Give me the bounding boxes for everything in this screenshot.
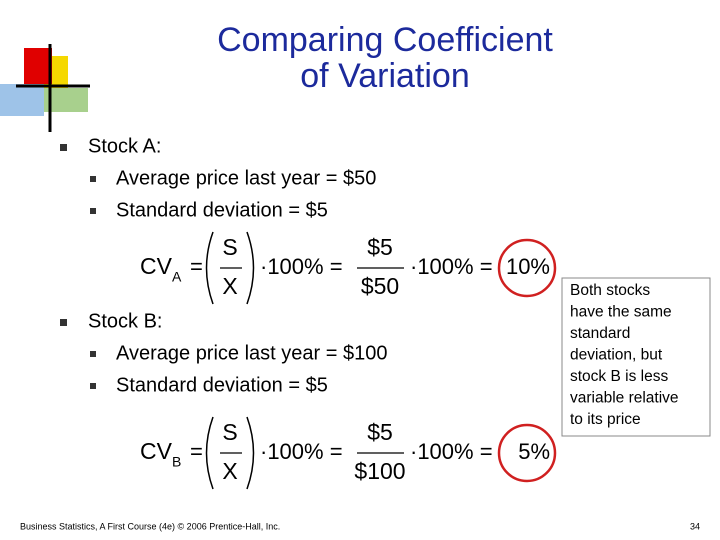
formula-den2: $50 xyxy=(361,273,399,299)
sub-bullet-text: Average price last year = $50 xyxy=(116,167,376,189)
sub-bullet-text: Average price last year = $100 xyxy=(116,342,387,364)
formula-num2: $5 xyxy=(367,234,393,260)
sub-bullet-marker xyxy=(90,176,96,182)
paren xyxy=(246,416,255,490)
title-line: Comparing Coefficient xyxy=(217,21,553,59)
logo xyxy=(0,44,90,132)
bullet-marker xyxy=(60,319,67,326)
paren xyxy=(205,231,214,305)
sub-bullet-text: Standard deviation = $5 xyxy=(116,199,328,221)
sub-bullet-marker xyxy=(90,383,96,389)
bullet-marker xyxy=(60,144,67,151)
formula-denominator: X xyxy=(222,273,237,299)
formula-times: ·100% = xyxy=(260,254,343,279)
formula-eq: = xyxy=(190,439,203,464)
formula-result: 10% xyxy=(506,254,550,279)
callout-line: have the same xyxy=(570,304,672,321)
formula-lhs: CV xyxy=(140,438,173,464)
title-line: of Variation xyxy=(300,57,469,95)
bullet-text: Stock B: xyxy=(88,310,162,332)
paren xyxy=(246,231,255,305)
bullet-text: Stock A: xyxy=(88,135,161,157)
sub-bullet-text: Standard deviation = $5 xyxy=(116,374,328,396)
formula-lhs: CV xyxy=(140,253,173,279)
highlight-circle xyxy=(497,423,557,483)
formula-numerator: S xyxy=(222,419,237,445)
formula-subscript: A xyxy=(172,269,182,285)
callout-line: to its price xyxy=(570,411,641,428)
formula-times2: ·100% = xyxy=(410,254,493,279)
callout-box xyxy=(561,277,711,437)
formula-subscript: B xyxy=(172,454,181,470)
callout-line: variable relative xyxy=(570,390,679,407)
sub-bullet-marker xyxy=(90,208,96,214)
highlight-circle xyxy=(497,238,557,298)
sub-bullet-marker xyxy=(90,351,96,357)
paren xyxy=(205,416,214,490)
formula-times: ·100% = xyxy=(260,439,343,464)
formula-result: 5% xyxy=(518,439,550,464)
callout-line: stock B is less xyxy=(570,368,668,385)
callout-line: standard xyxy=(570,325,630,342)
formula-num2: $5 xyxy=(367,419,393,445)
page-number: 34 xyxy=(690,521,700,531)
formula-denominator: X xyxy=(222,458,237,484)
callout-line: deviation, but xyxy=(570,347,663,364)
footer: Business Statistics, A First Course (4e)… xyxy=(20,521,280,531)
formula-eq: = xyxy=(190,254,203,279)
callout-line: Both stocks xyxy=(570,282,650,299)
formula-den2: $100 xyxy=(354,458,405,484)
formula-numerator: S xyxy=(222,234,237,260)
formula-times2: ·100% = xyxy=(410,439,493,464)
